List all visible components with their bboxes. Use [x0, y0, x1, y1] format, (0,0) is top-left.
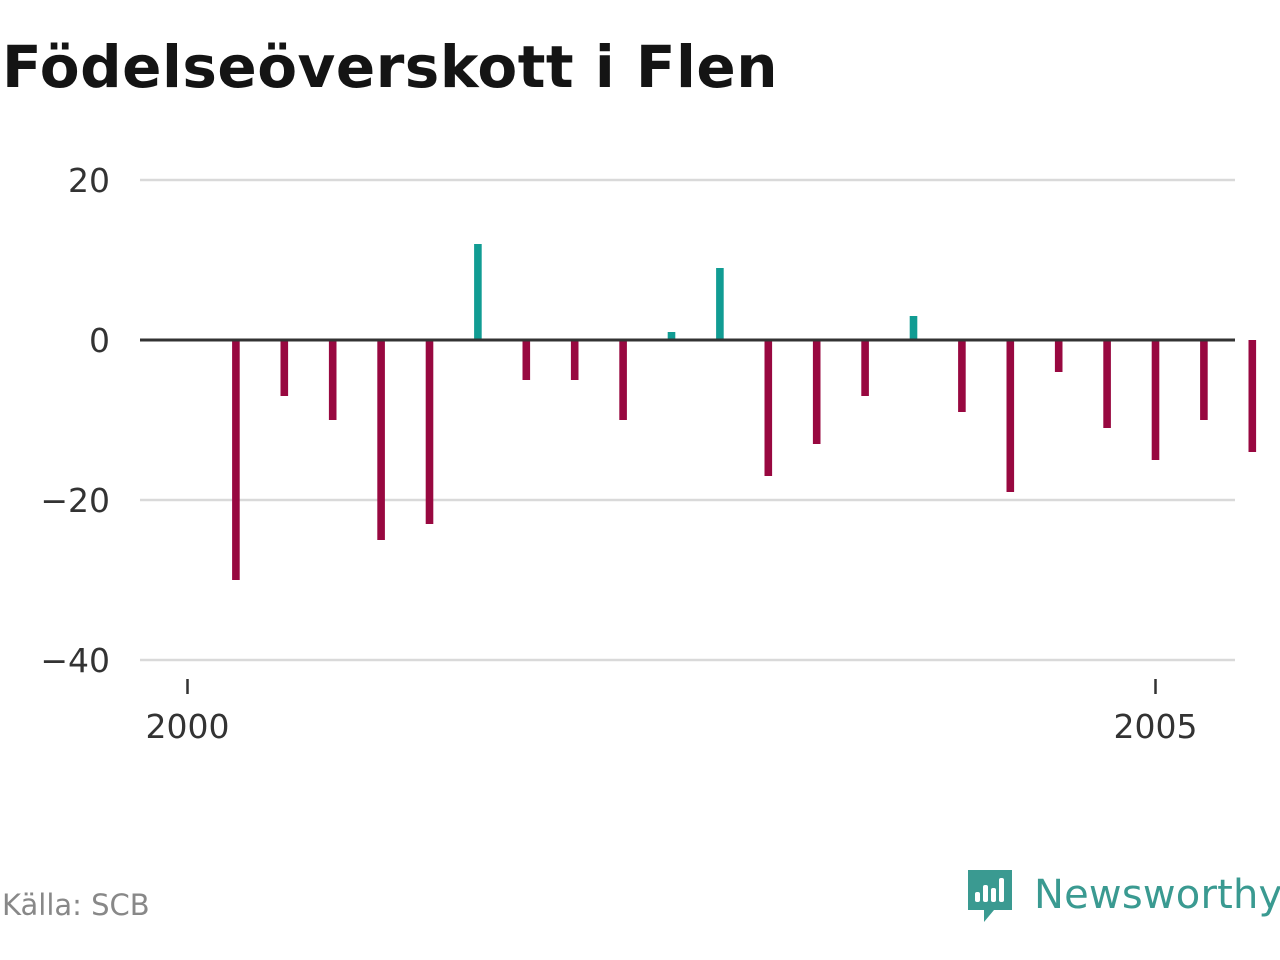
source-label: Källa: SCB	[2, 888, 150, 922]
bar	[1006, 340, 1015, 492]
y-tick-label: −40	[40, 641, 110, 680]
chart-title: Födelseöverskott i Flen	[2, 33, 779, 101]
bar	[232, 340, 240, 580]
bar	[619, 340, 627, 420]
y-tick-label: 20	[68, 161, 110, 200]
bar	[570, 340, 579, 380]
bar	[1054, 340, 1063, 372]
y-tick-label: −20	[40, 481, 110, 520]
bar	[377, 340, 385, 540]
bar	[328, 340, 337, 420]
bar	[474, 244, 482, 340]
bar	[1103, 340, 1111, 428]
bar-chart: 200−20−40200020052010201520202025	[40, 161, 1257, 746]
bar	[764, 340, 773, 476]
bar	[812, 340, 821, 444]
bar	[522, 340, 531, 380]
bar	[667, 332, 676, 340]
brand-logo[interactable]: Newsworthy	[964, 866, 1280, 924]
x-tick-label: 2000	[146, 707, 230, 746]
bar	[1200, 340, 1208, 420]
bars	[232, 244, 1257, 580]
x-tick-label: 2005	[1114, 707, 1198, 746]
gridlines	[140, 178, 1235, 662]
bar	[861, 340, 869, 396]
bar	[716, 268, 724, 340]
bar	[1248, 340, 1257, 452]
bar	[1151, 340, 1160, 460]
bar	[958, 340, 966, 412]
bar-chart-speech-bubble-icon	[968, 870, 1012, 922]
brand-name: Newsworthy	[1034, 872, 1280, 918]
bar	[280, 340, 289, 396]
y-tick-label: 0	[89, 321, 110, 360]
bar	[425, 340, 434, 524]
bar	[909, 316, 918, 340]
axes: 200−20−40200020052010201520202025	[40, 161, 1198, 746]
